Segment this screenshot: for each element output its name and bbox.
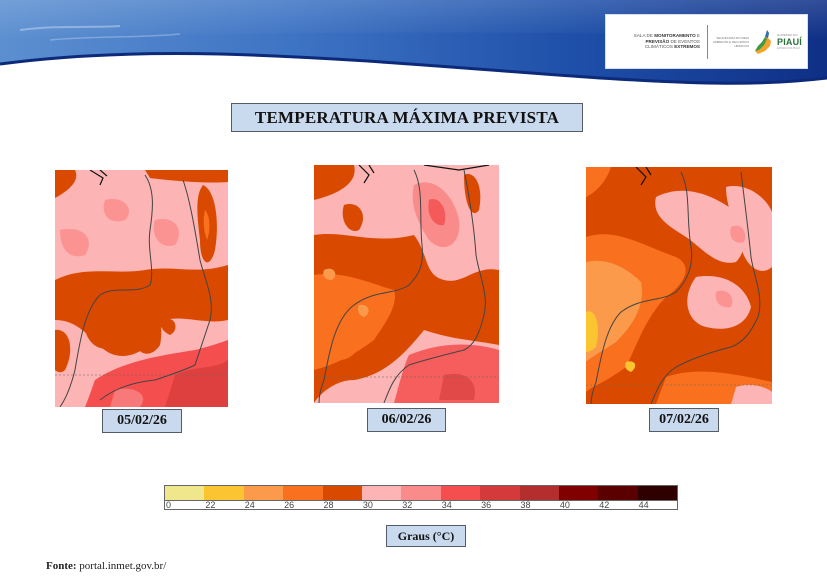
colorbar-tick-label: 28 — [323, 500, 334, 510]
date-label-day1: 05/02/26 — [102, 409, 182, 433]
colorbar-tick-label: 34 — [441, 500, 452, 510]
piaui-map-icon — [755, 29, 771, 54]
date-label-day3: 07/02/26 — [649, 408, 719, 432]
forecast-map-day1 — [55, 170, 228, 407]
secretaria-label: SECRETARIA DO MEIO AMBIENTE E RECURSOS H… — [712, 35, 749, 48]
colorbar-tick-label: 40 — [559, 500, 570, 510]
colorbar-tick-label: 44 — [638, 500, 649, 510]
source-label: Fonte: — [46, 560, 77, 572]
logo-title: SALA DE MONITORAMENTO E PREVISÃO DE EVEN… — [633, 33, 700, 50]
colorbar-tick-label: 36 — [481, 500, 492, 510]
colorbar-swatch — [637, 486, 678, 500]
colorbar-tick-label: 38 — [520, 500, 531, 510]
colorbar-swatch — [283, 486, 323, 500]
colorbar-tick-label: 30 — [362, 500, 373, 510]
colorbar-tick-label: 0 — [166, 500, 172, 510]
header-banner: SALA DE MONITORAMENTO E PREVISÃO DE EVEN… — [0, 0, 827, 90]
source-credit: Fonte: portal.inmet.gov.br/ — [46, 560, 166, 572]
colorbar-unit-label: Graus (°C) — [386, 525, 466, 547]
colorbar-tick-label: 32 — [402, 500, 413, 510]
colorbar-swatch — [322, 486, 362, 500]
page-title: TEMPERATURA MÁXIMA PREVISTA — [231, 103, 583, 132]
colorbar-swatches — [165, 486, 678, 501]
forecast-map-day2 — [314, 165, 499, 403]
colorbar-swatch — [598, 486, 638, 500]
colorbar-ticks: 0 22 24 26 28 30 32 34 36 38 40 42 44 — [165, 500, 677, 511]
colorbar-swatch — [204, 486, 244, 500]
colorbar-tick-label: 26 — [284, 500, 295, 510]
colorbar-swatch — [440, 486, 481, 500]
colorbar-swatch — [243, 486, 284, 500]
logo-divider — [707, 24, 708, 59]
colorbar-swatch — [519, 486, 559, 500]
source-url: portal.inmet.gov.br/ — [79, 560, 167, 572]
colorbar-tick-label: 22 — [205, 500, 216, 510]
forecast-map-day3 — [586, 167, 772, 404]
colorbar-swatch — [558, 486, 599, 500]
colorbar-swatch — [165, 486, 205, 500]
temperature-colorbar: 0 22 24 26 28 30 32 34 36 38 40 42 44 — [164, 485, 678, 510]
piaui-government-logo: GOVERNO DO PIAUÍ ESTADO DO PIAUÍ — [777, 33, 803, 50]
date-label-day2: 06/02/26 — [367, 408, 446, 432]
colorbar-swatch — [361, 486, 402, 500]
colorbar-tick-label: 42 — [599, 500, 610, 510]
colorbar-swatch — [401, 486, 441, 500]
sala-monitoramento-logo: SALA DE MONITORAMENTO E PREVISÃO DE EVEN… — [605, 14, 808, 69]
colorbar-tick-label: 24 — [244, 500, 255, 510]
colorbar-swatch — [480, 486, 520, 500]
